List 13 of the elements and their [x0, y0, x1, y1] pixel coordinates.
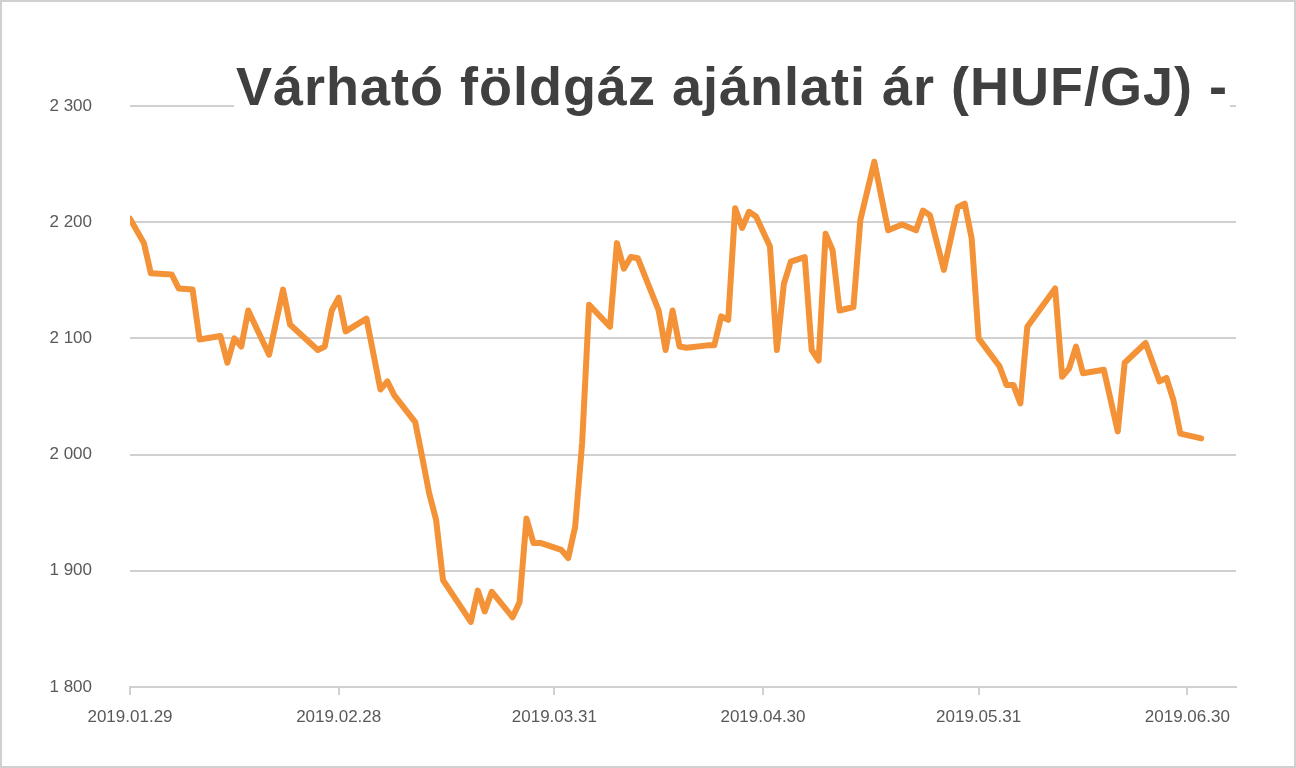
y-tick-label: 2 300	[49, 95, 92, 115]
y-tick-label: 2 200	[49, 211, 92, 231]
x-tick-label: 2019.06.30	[1144, 706, 1230, 726]
x-tick-label: 2019.03.31	[511, 706, 597, 726]
y-tick-label: 1 900	[49, 560, 92, 580]
x-tick-label: 2019.04.30	[720, 706, 806, 726]
y-tick-label: 2 100	[49, 328, 92, 348]
x-tick-label: 2019.01.29	[87, 706, 173, 726]
chart-title: Várható földgáz ajánlati ár (HUF/GJ) -	[233, 56, 1230, 116]
y-tick-label: 1 800	[49, 676, 92, 696]
x-tick-label: 2019.02.28	[296, 706, 382, 726]
x-tick-label: 2019.05.31	[936, 706, 1022, 726]
y-tick-label: 2 000	[49, 444, 92, 464]
